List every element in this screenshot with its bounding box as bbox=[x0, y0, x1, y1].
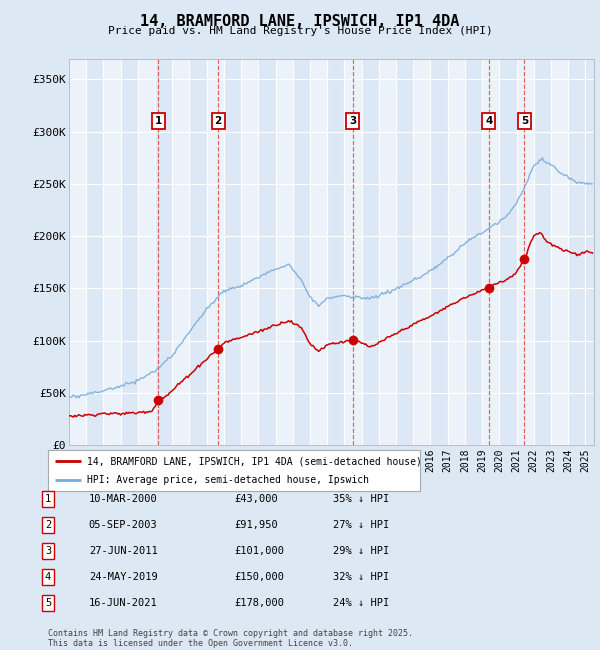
Bar bbox=[275, 58, 293, 445]
Bar bbox=[69, 58, 86, 445]
Text: 14, BRAMFORD LANE, IPSWICH, IP1 4DA (semi-detached house): 14, BRAMFORD LANE, IPSWICH, IP1 4DA (sem… bbox=[87, 456, 422, 466]
Text: 3: 3 bbox=[349, 116, 356, 126]
Bar bbox=[310, 58, 327, 445]
Text: 32% ↓ HPI: 32% ↓ HPI bbox=[333, 572, 389, 582]
Text: £43,000: £43,000 bbox=[234, 494, 278, 504]
Bar bbox=[172, 58, 190, 445]
Bar bbox=[138, 58, 155, 445]
Text: 16-JUN-2021: 16-JUN-2021 bbox=[89, 598, 158, 608]
Text: Contains HM Land Registry data © Crown copyright and database right 2025.
This d: Contains HM Land Registry data © Crown c… bbox=[48, 629, 413, 648]
Bar bbox=[482, 58, 499, 445]
Text: 3: 3 bbox=[45, 546, 51, 556]
Text: 35% ↓ HPI: 35% ↓ HPI bbox=[333, 494, 389, 504]
Text: 05-SEP-2003: 05-SEP-2003 bbox=[89, 520, 158, 530]
Text: 29% ↓ HPI: 29% ↓ HPI bbox=[333, 546, 389, 556]
Text: 4: 4 bbox=[485, 116, 493, 126]
Text: £150,000: £150,000 bbox=[234, 572, 284, 582]
Bar bbox=[448, 58, 465, 445]
Text: 27-JUN-2011: 27-JUN-2011 bbox=[89, 546, 158, 556]
Text: 2: 2 bbox=[215, 116, 222, 126]
Text: 10-MAR-2000: 10-MAR-2000 bbox=[89, 494, 158, 504]
Text: 24-MAY-2019: 24-MAY-2019 bbox=[89, 572, 158, 582]
Text: 2: 2 bbox=[45, 520, 51, 530]
Text: 14, BRAMFORD LANE, IPSWICH, IP1 4DA: 14, BRAMFORD LANE, IPSWICH, IP1 4DA bbox=[140, 14, 460, 29]
Text: £101,000: £101,000 bbox=[234, 546, 284, 556]
Bar bbox=[517, 58, 534, 445]
Text: 27% ↓ HPI: 27% ↓ HPI bbox=[333, 520, 389, 530]
Text: 4: 4 bbox=[45, 572, 51, 582]
Bar bbox=[379, 58, 396, 445]
Text: 5: 5 bbox=[521, 116, 528, 126]
Text: HPI: Average price, semi-detached house, Ipswich: HPI: Average price, semi-detached house,… bbox=[87, 475, 369, 485]
Text: 5: 5 bbox=[45, 598, 51, 608]
Bar bbox=[551, 58, 568, 445]
Bar bbox=[344, 58, 362, 445]
Text: £178,000: £178,000 bbox=[234, 598, 284, 608]
Text: 1: 1 bbox=[155, 116, 162, 126]
Text: 1: 1 bbox=[45, 494, 51, 504]
Bar bbox=[241, 58, 259, 445]
Bar bbox=[103, 58, 121, 445]
Text: £91,950: £91,950 bbox=[234, 520, 278, 530]
Text: 24% ↓ HPI: 24% ↓ HPI bbox=[333, 598, 389, 608]
Bar bbox=[207, 58, 224, 445]
Text: Price paid vs. HM Land Registry's House Price Index (HPI): Price paid vs. HM Land Registry's House … bbox=[107, 26, 493, 36]
Bar bbox=[413, 58, 430, 445]
